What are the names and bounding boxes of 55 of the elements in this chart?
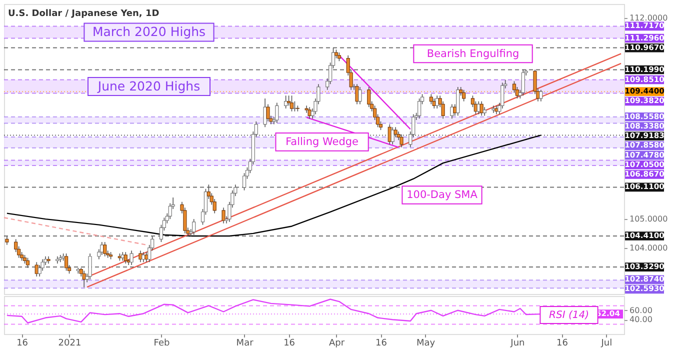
x-tick-label: 16 (556, 338, 568, 348)
candlestick (192, 218, 196, 236)
candlestick (429, 94, 433, 105)
candlestick (400, 134, 404, 148)
candlestick (266, 104, 270, 122)
line-series (6, 298, 542, 324)
candlestick (222, 207, 226, 224)
candlestick (352, 84, 356, 90)
candlestick (394, 126, 398, 138)
candlestick (308, 106, 312, 119)
candlestick (138, 250, 142, 263)
text: U.S. Dollar / Japanese Yen, 1D (8, 9, 160, 19)
x-tick-label: 2021 (58, 338, 82, 348)
y-tick-label: 40.00 (630, 315, 652, 324)
candlestick (64, 253, 68, 272)
candlestick (358, 86, 362, 105)
x-tick-label: May (416, 338, 436, 348)
y-tick-label: 104.0000 (630, 243, 668, 252)
candlestick (275, 102, 279, 124)
annotation: Bearish Engulfing (426, 48, 520, 60)
candlestick (290, 95, 294, 112)
band-label: June 2020 Highs (96, 78, 200, 94)
candlestick (26, 257, 30, 268)
candlestick (34, 262, 38, 277)
candlestick (355, 84, 359, 105)
candlestick (88, 253, 92, 280)
candlestick (390, 126, 394, 145)
candlestick (263, 98, 267, 128)
annotation: RSI (14) (549, 310, 589, 321)
x-tick-label: Jun (510, 338, 525, 348)
candlestick (450, 104, 454, 119)
y-tick-label: 105.0000 (630, 214, 668, 224)
candlestick (418, 98, 422, 119)
candlestick (462, 89, 466, 102)
x-tick-label: Feb (154, 338, 170, 348)
x-tick-label: Apr (328, 338, 345, 348)
candlestick (124, 252, 128, 264)
candlestick (292, 100, 297, 112)
y-tick-label: 112.0000 (630, 14, 668, 23)
band-label: March 2020 Highs (92, 24, 206, 40)
x-tick-label: 16 (376, 338, 388, 348)
candlestick (103, 242, 107, 257)
x-tick-label: Mar (236, 338, 254, 348)
candlestick (521, 69, 525, 96)
candlestick (456, 86, 460, 116)
annotation: 100-Day SMA (406, 189, 478, 201)
candlestick (539, 89, 543, 102)
y-tick-label: 60.00 (630, 306, 652, 315)
candlestick (284, 95, 288, 109)
annotation: Falling Wedge (286, 136, 359, 148)
x-tick-label: 16 (16, 338, 28, 348)
x-tick-label: 16 (284, 338, 296, 348)
candlestick (367, 86, 371, 108)
candlestick (130, 250, 134, 266)
x-tick-label: Jul (600, 338, 612, 348)
